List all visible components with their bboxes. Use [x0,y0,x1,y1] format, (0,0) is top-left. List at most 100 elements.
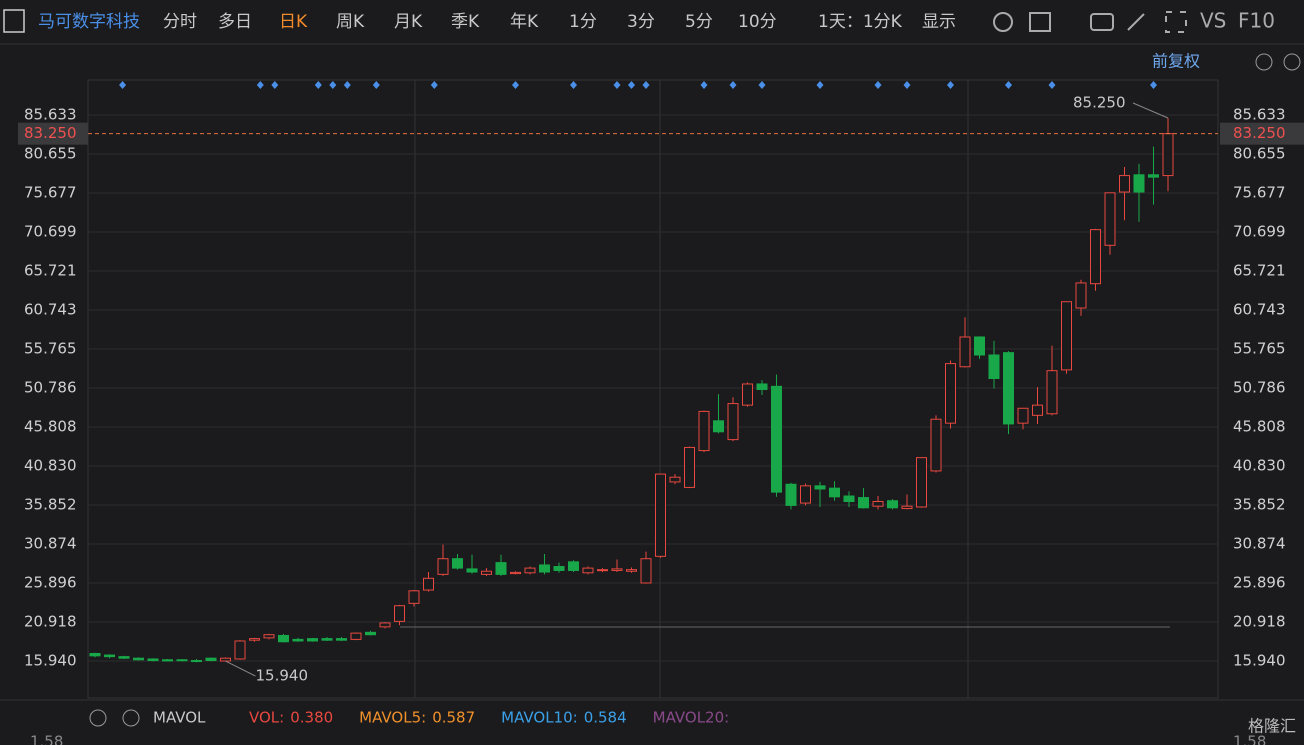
y-tick-label: 50.786 [24,379,77,397]
signal-marker [642,81,650,89]
candle-body [249,638,260,641]
annotation-label: 85.250 [1073,93,1126,111]
camera-icon[interactable] [1090,13,1114,31]
vs-button[interactable]: VS [1200,9,1226,33]
period-tabs: 分时 多日 日K 周K 月K 季K 年K 1分 3分 5分 10分 [163,12,777,32]
last-price-label: 83.250 [1233,124,1286,142]
candle-body [611,568,623,571]
signal-marker [1005,81,1012,89]
y-tick-label: 15.940 [24,652,77,670]
candle-body [133,657,144,661]
f10-button[interactable]: F10 [1238,9,1275,33]
candle-body [669,476,681,483]
vol-name: MAVOL20: [653,709,730,727]
period-tab[interactable]: 季K [451,12,480,32]
vol-close[interactable] [122,709,140,727]
candle-body [452,558,463,569]
candle-body [930,418,942,472]
period-tab[interactable]: 月K [394,12,423,32]
y-tick-label: 25.896 [1233,574,1286,592]
y-tick-label: 55.765 [1233,340,1286,358]
vol-tick: 1.58 [30,733,63,745]
y-tick-label: 25.896 [24,574,77,592]
candle-body [901,505,913,510]
candle-body [1090,229,1101,285]
candle-body [350,632,362,640]
y-tick-label: 20.918 [24,613,77,631]
signal-marker [119,81,127,89]
watermark: 格隆汇 [1248,717,1296,736]
zoom-in[interactable] [1283,53,1301,71]
y-tick-label: 35.852 [1233,496,1286,514]
plot-frame [87,79,1219,699]
period-tab[interactable]: 年K [510,12,539,32]
fullscreen-icon[interactable] [1165,11,1187,33]
color-icon[interactable] [1029,12,1051,32]
signal-marker [758,81,766,89]
period-tab[interactable]: 5分 [685,12,713,32]
y-tick-label: 80.655 [24,144,77,162]
y-tick-label: 85.633 [24,105,77,123]
candle-body [263,634,275,639]
signal-marker [372,81,380,89]
candle-body [394,605,405,622]
y-tick-label: 55.765 [24,340,77,358]
candle-body [321,638,333,641]
vol-indicator[interactable]: MAVOL [153,709,206,727]
period-tab[interactable]: 1分 [569,12,597,32]
draw-icon[interactable] [1127,13,1145,31]
candle-body [1003,352,1014,425]
vol-settings[interactable] [89,709,107,727]
period-tab[interactable]: 周K [336,12,365,32]
period-tab[interactable]: 3分 [627,12,655,32]
period-tab[interactable]: 分时 [163,12,197,32]
candle-body [1148,174,1159,178]
candle-body [800,485,811,504]
last-price-label: 83.250 [24,124,77,142]
candle-body [1032,404,1043,416]
period-tab[interactable]: 日K [279,12,308,32]
candle-body [524,567,536,574]
candle-body [742,383,753,406]
candle-body [89,652,101,657]
candle-body [872,501,884,507]
signal-marker [628,81,635,89]
y-tick-label: 70.699 [1233,223,1286,241]
period-tab[interactable]: 多日 [218,12,252,32]
signal-marker [947,81,954,89]
candle-body [510,571,521,575]
signal-marker [271,81,279,89]
candle-body [495,562,507,575]
candle-body [727,403,739,441]
signal-marker [613,81,621,89]
vol-value: 0.584 [584,709,627,727]
display-menu[interactable]: 显示 [922,12,956,32]
signal-marker [1048,81,1056,89]
candle-body [191,660,202,663]
candle-body [365,631,376,636]
signal-marker [512,81,519,89]
annotation-leader [1132,102,1169,119]
candle-body [568,561,579,571]
candle-body [626,569,637,572]
candle-body [858,497,869,509]
candle-body [336,638,347,641]
range-select[interactable]: 1天：1分K [818,12,903,32]
period-tab[interactable]: 10分 [738,12,777,32]
annotation-label: 15.940 [256,667,309,685]
symbol-name[interactable]: 马可数字科技 [38,12,140,32]
candle-body [756,383,768,390]
adjust-mode[interactable]: 前复权 [1152,52,1200,71]
candle-body [959,336,971,368]
y-tick-label: 75.677 [24,183,77,201]
vol-tick: 1.58 [1233,733,1266,745]
panel-icon[interactable] [3,9,25,33]
candle-body [785,483,797,506]
signal-marker [314,81,322,89]
settings-icon[interactable] [993,12,1013,32]
vol-legend: VOL: 0.380 MAVOL5: 0.587 MAVOL10: 0.584 MAVOL2… [249,709,729,727]
signal-marker [700,81,708,89]
zoom-out[interactable] [1255,53,1273,71]
candle-body [408,590,420,604]
y-tick-label: 75.677 [1233,183,1286,201]
